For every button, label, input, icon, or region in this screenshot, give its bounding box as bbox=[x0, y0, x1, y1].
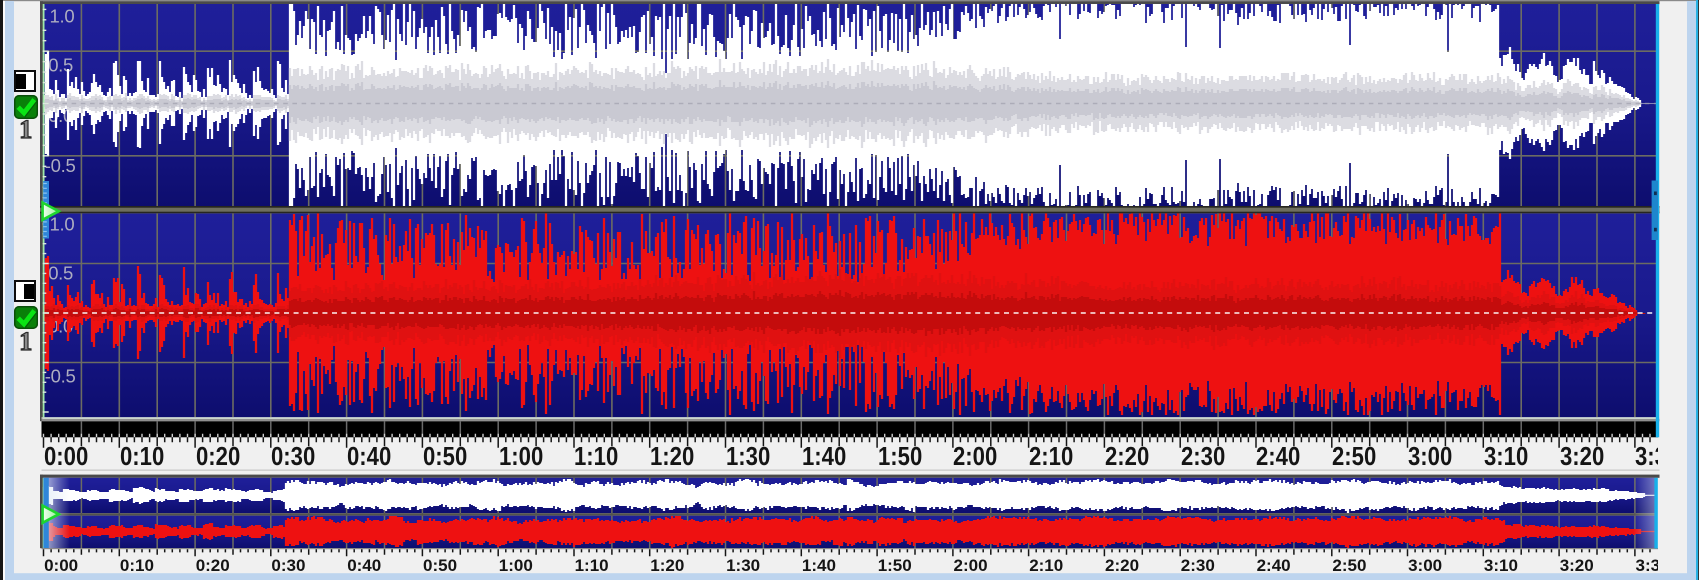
svg-text:0.5: 0.5 bbox=[48, 263, 73, 284]
svg-text:-0.5: -0.5 bbox=[45, 155, 76, 176]
svg-text:1.0: 1.0 bbox=[50, 213, 75, 234]
svg-text:1.0: 1.0 bbox=[50, 5, 75, 26]
svg-text:0.5: 0.5 bbox=[48, 54, 73, 75]
svg-text:-0.5: -0.5 bbox=[45, 365, 76, 386]
